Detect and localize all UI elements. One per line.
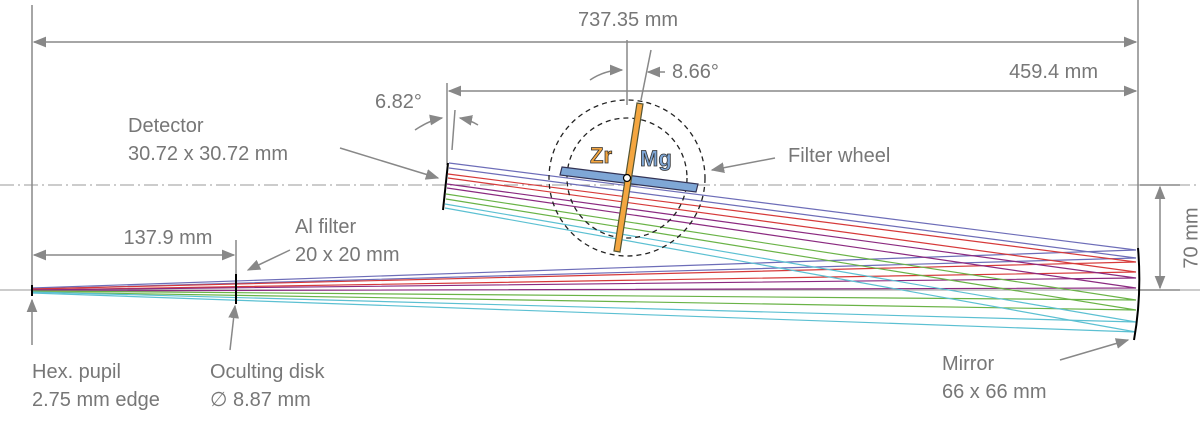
dimension-label: 137.9 mm <box>124 227 213 249</box>
component-label: 66 x 66 mm <box>942 381 1046 403</box>
component-label: Oculting disk <box>210 361 325 383</box>
dimension-label: 70 mm <box>1180 207 1200 268</box>
components <box>31 99 1141 341</box>
angle-label: 6.82° <box>375 91 422 113</box>
dimension-label: 737.35 mm <box>578 9 678 31</box>
component-label: Detector <box>128 115 204 137</box>
component-label: Filter wheel <box>788 145 890 167</box>
angle-label: 8.66° <box>672 61 719 83</box>
component-label: Mirror <box>942 353 995 375</box>
filter-label: Zr <box>590 143 612 168</box>
filter-label: Mg <box>640 146 672 171</box>
dimension-arrows <box>26 36 1166 361</box>
texts: 737.35 mm 8.66° 459.4 mm 6.82° 137.9 mm … <box>32 9 1200 411</box>
component-label: 30.72 x 30.72 mm <box>128 143 288 165</box>
component-label: 2.75 mm edge <box>32 389 160 411</box>
component-label: 20 x 20 mm <box>295 244 399 266</box>
rays <box>31 162 1137 333</box>
component-label: ∅ 8.87 mm <box>210 389 311 411</box>
component-label: Hex. pupil <box>32 361 121 383</box>
dimension-label: 459.4 mm <box>1009 61 1098 83</box>
component-label: Al filter <box>295 216 356 238</box>
